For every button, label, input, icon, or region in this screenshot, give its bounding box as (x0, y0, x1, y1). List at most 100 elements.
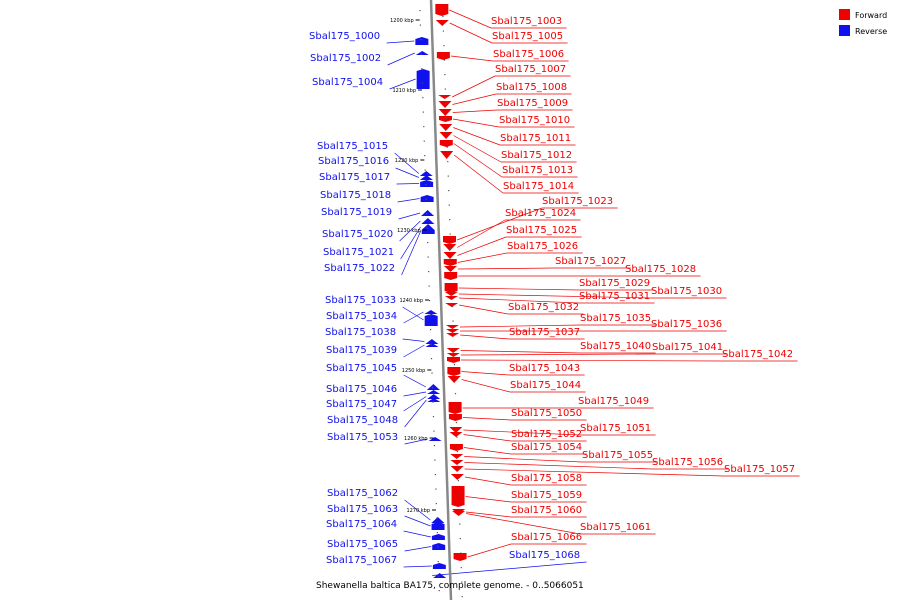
leader-line-sbal175_1016 (395, 167, 420, 178)
minor-tick-left (419, 24, 422, 26)
gene-feature-sbal175_1021 (421, 224, 435, 230)
gene-feature-sbal175_1044 (447, 376, 461, 383)
minor-tick-left (432, 401, 434, 403)
gene-label-sbal175_1008: Sbal175_1008 (496, 82, 567, 93)
leader-line-sbal175_1007 (452, 75, 496, 98)
leader-line-sbal175_1004 (389, 78, 416, 90)
gene-feature-sbal175_1011 (439, 124, 453, 131)
minor-tick-left (433, 445, 436, 447)
leader-line-sbal175_1061 (466, 513, 581, 535)
gene-feature-sbal175_1068 (433, 573, 447, 578)
gene-label-sbal175_1023: Sbal175_1023 (542, 196, 613, 207)
gene-label-sbal175_1036: Sbal175_1036 (651, 319, 722, 330)
gene-feature-sbal175_1010 (438, 116, 452, 122)
leader-line-sbal175_1034 (403, 311, 424, 324)
gene-feature-sbal175_1029 (444, 283, 458, 293)
gene-label-sbal175_1060: Sbal175_1060 (511, 505, 582, 516)
gene-label-sbal175_1048: Sbal175_1048 (327, 415, 398, 426)
gene-label-sbal175_1009: Sbal175_1009 (497, 98, 568, 109)
leader-line-sbal175_1026 (457, 252, 508, 263)
leader-line-sbal175_1032 (459, 304, 509, 315)
minor-tick-left (432, 416, 435, 418)
gene-label-sbal175_1062: Sbal175_1062 (327, 488, 398, 499)
minor-tick-right (459, 523, 461, 525)
gene-label-sbal175_1000: Sbal175_1000 (309, 31, 380, 42)
leader-line-sbal175_1002 (387, 52, 415, 66)
gene-label-sbal175_1050: Sbal175_1050 (511, 408, 582, 419)
gene-feature-sbal175_1039 (425, 343, 439, 347)
gene-label-sbal175_1015: Sbal175_1015 (317, 141, 388, 152)
leader-line-sbal175_1005 (449, 22, 493, 44)
leader-line-sbal175_1029 (458, 287, 580, 291)
minor-tick-right (445, 117, 447, 119)
gene-feature-sbal175_1061 (452, 511, 466, 516)
gene-label-sbal175_1051: Sbal175_1051 (580, 423, 651, 434)
gene-label-sbal175_1058: Sbal175_1058 (511, 473, 582, 484)
leader-line-sbal175_1008 (452, 93, 497, 105)
leader-line-sbal175_1059 (465, 496, 512, 503)
gene-feature-sbal175_1009 (438, 109, 452, 116)
kbp-tick-label: 1220 kbp (395, 158, 419, 164)
gene-feature-sbal175_1033 (424, 314, 438, 326)
minor-tick-right (457, 465, 459, 467)
minor-tick-left (419, 10, 421, 12)
gene-label-sbal175_1022: Sbal175_1022 (324, 263, 395, 274)
minor-tick-left (431, 387, 434, 389)
gene-label-sbal175_1056: Sbal175_1056 (652, 457, 723, 468)
gene-label-sbal175_1043: Sbal175_1043 (509, 363, 580, 374)
gene-feature-sbal175_1005 (435, 20, 449, 26)
gene-label-sbal175_1027: Sbal175_1027 (555, 256, 626, 267)
minor-tick-left (421, 68, 423, 70)
minor-tick-left (435, 503, 437, 505)
minor-tick-right (443, 45, 445, 47)
gene-label-sbal175_1045: Sbal175_1045 (326, 363, 397, 374)
gene-feature-sbal175_1007 (438, 95, 452, 99)
gene-feature-sbal175_1002 (415, 51, 429, 55)
minor-tick-right (460, 567, 462, 569)
gene-feature-sbal175_1048 (427, 398, 441, 402)
gene-label-sbal175_1013: Sbal175_1013 (502, 165, 573, 176)
leader-line-sbal175_1067 (403, 565, 432, 568)
gene-label-sbal175_1006: Sbal175_1006 (493, 49, 564, 60)
gene-label-sbal175_1011: Sbal175_1011 (500, 133, 571, 144)
leader-lines (386, 9, 800, 576)
minor-tick-right (460, 552, 462, 554)
gene-label-sbal175_1030: Sbal175_1030 (651, 286, 722, 297)
gene-feature-sbal175_1013 (439, 140, 453, 147)
minor-tick-right (448, 190, 450, 192)
leader-line-sbal175_1025 (457, 236, 507, 256)
kbp-tick-label: 1260 kbp (404, 436, 428, 442)
minor-tick-left (437, 561, 439, 563)
minor-tick-left (420, 39, 422, 41)
leader-line-sbal175_1048 (404, 399, 427, 428)
gene-label-sbal175_1010: Sbal175_1010 (499, 115, 570, 126)
legend-reverse-swatch (839, 25, 850, 36)
leader-line-sbal175_1037 (460, 334, 510, 340)
gene-label-sbal175_1053: Sbal175_1053 (327, 432, 398, 443)
gene-label-sbal175_1003: Sbal175_1003 (491, 16, 562, 27)
gene-feature-sbal175_1035 (445, 325, 459, 329)
minor-tick-right (446, 146, 448, 148)
minor-tick-right (443, 59, 445, 61)
gene-feature-sbal175_1043 (447, 367, 461, 376)
gene-feature-sbal175_1020 (421, 218, 435, 224)
minor-tick-left (424, 169, 426, 171)
leader-line-sbal175_1065 (404, 546, 432, 552)
leader-line-sbal175_1058 (464, 476, 512, 486)
leader-line-sbal175_1014 (453, 154, 504, 194)
leader-line-sbal175_1024 (457, 219, 506, 248)
leader-line-sbal175_1021 (400, 226, 421, 260)
minor-tick-left (426, 213, 428, 215)
leader-line-sbal175_1039 (403, 344, 425, 358)
leader-line-sbal175_1043 (461, 371, 510, 376)
gene-feature-sbal175_1042 (447, 357, 460, 363)
minor-tick-right (457, 480, 459, 482)
leader-line-sbal175_1062 (404, 499, 431, 521)
gene-label-sbal175_1040: Sbal175_1040 (580, 341, 651, 352)
minor-tick-left (422, 97, 424, 99)
gene-feature-sbal175_1006 (436, 52, 450, 60)
minor-tick-right (452, 320, 454, 322)
minor-tick-left (428, 271, 430, 273)
minor-tick-right (458, 494, 460, 496)
minor-tick-left (430, 358, 433, 360)
